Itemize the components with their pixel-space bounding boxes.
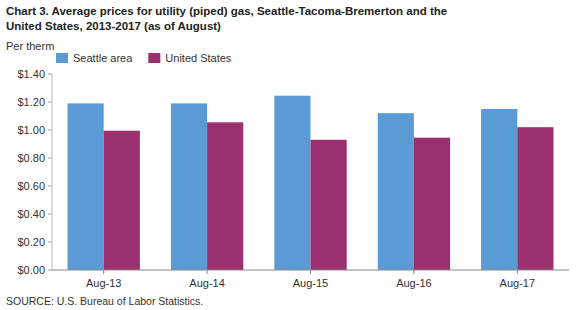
bar — [207, 122, 243, 270]
x-tick — [207, 270, 208, 274]
y-tick — [48, 214, 52, 215]
y-tick — [48, 186, 52, 187]
source: SOURCE: U.S. Bureau of Labor Statistics. — [6, 295, 203, 307]
bar — [481, 109, 517, 270]
bar — [68, 103, 104, 270]
y-tick — [48, 74, 52, 75]
title: Chart 3. Average prices for utility (pip… — [6, 5, 447, 17]
y-tick-label: $1.20 — [17, 96, 45, 108]
bars — [68, 96, 554, 270]
bar — [104, 131, 140, 270]
x-tick-label: Aug-16 — [396, 277, 431, 289]
y-tick — [48, 242, 52, 243]
y-tick — [48, 270, 52, 271]
y-axis: $0.00 $0.20 $0.40 $0.60 $0.80 $1.00 $1.20 $1.40 — [17, 68, 52, 276]
y-tick — [48, 130, 52, 131]
x-tick-label: Aug-14 — [189, 277, 224, 289]
x-tick — [310, 270, 311, 274]
y-tick-label: $1.40 — [17, 68, 45, 80]
subtitle: United States, 2013-2017 (as of August) — [6, 20, 221, 32]
bar — [171, 103, 207, 270]
series-bars — [104, 122, 554, 270]
series-bars — [68, 96, 518, 270]
x-tick-label: Aug-13 — [86, 277, 121, 289]
chart-container: Chart 3. Average prices for utility (pip… — [0, 0, 579, 310]
y-tick-label: $1.00 — [17, 124, 45, 136]
legend-swatch — [56, 53, 68, 63]
x-axis: Aug-13 Aug-14 Aug-15 Aug-16 Aug-17 — [52, 270, 569, 289]
x-tick-label: Aug-17 — [500, 277, 535, 289]
y-axis-label: Per therm — [6, 40, 54, 52]
y-tick-label: $0.40 — [17, 208, 45, 220]
bar — [378, 113, 414, 270]
page: {"chart_data": {"type": "bar", "title": … — [0, 0, 579, 310]
x-tick — [103, 270, 104, 274]
y-tick-label: $0.80 — [17, 152, 45, 164]
bar — [274, 96, 310, 270]
x-tick — [413, 270, 414, 274]
y-tick-label: $0.20 — [17, 236, 45, 248]
legend-label: Seattle area — [73, 52, 133, 64]
legend-swatch — [148, 53, 160, 63]
bar — [311, 140, 347, 270]
y-axis-line — [52, 74, 53, 270]
bar — [517, 127, 553, 270]
y-tick-label: $0.60 — [17, 180, 45, 192]
x-tick-label: Aug-15 — [293, 277, 328, 289]
legend: Seattle area United States — [56, 52, 232, 64]
y-tick-label: $0.00 — [17, 264, 45, 276]
y-tick — [48, 158, 52, 159]
bar — [414, 138, 450, 270]
x-tick — [517, 270, 518, 274]
legend-label: United States — [165, 52, 232, 64]
chart-svg: Chart 3. Average prices for utility (pip… — [0, 0, 579, 310]
y-tick — [48, 102, 52, 103]
